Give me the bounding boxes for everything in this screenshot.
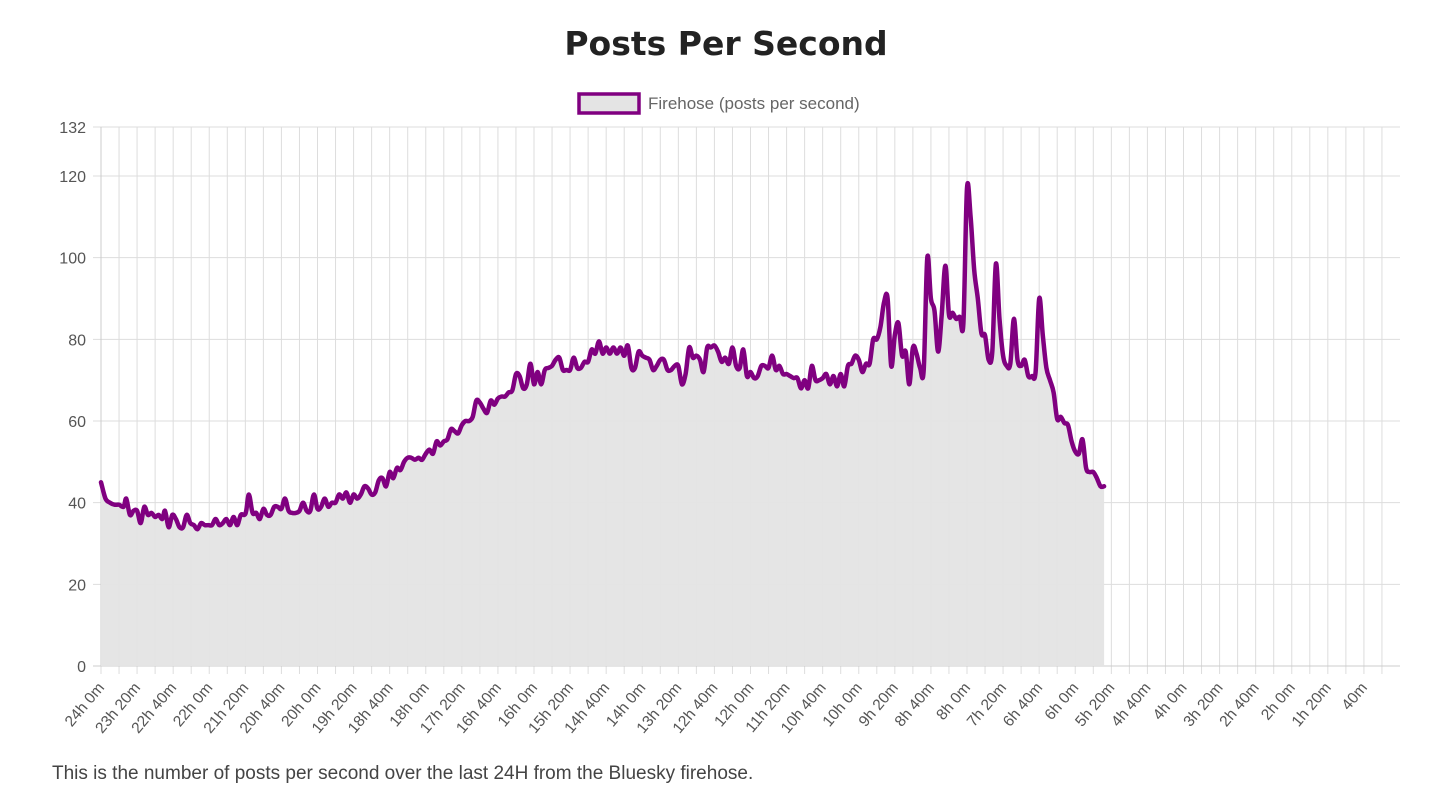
x-tick-label: 40m xyxy=(1339,680,1371,714)
y-tick-label: 80 xyxy=(68,332,86,349)
y-tick-label: 120 xyxy=(59,169,86,186)
x-tick-label: 6h 40m xyxy=(1000,680,1046,731)
y-tick-label: 100 xyxy=(59,251,86,268)
y-tick-label: 132 xyxy=(59,120,86,137)
series-line-firehose[interactable] xyxy=(98,180,1107,532)
posts-per-second-chart: Firehose (posts per second) 0 20 40 60 80 100… xyxy=(59,92,1400,737)
y-tick-label: 60 xyxy=(68,414,86,431)
y-tick-label: 0 xyxy=(77,659,86,676)
chart-legend[interactable]: Firehose (posts per second) xyxy=(577,92,860,115)
chart-caption: This is the number of posts per second o… xyxy=(52,763,754,784)
x-tick-label: 8h 40m xyxy=(892,680,938,731)
chart-title: Posts Per Second xyxy=(564,24,888,63)
x-tick-label: 2h 40m xyxy=(1216,680,1262,731)
x-tick-label: 4h 40m xyxy=(1108,680,1154,731)
legend-label: Firehose (posts per second) xyxy=(648,94,860,113)
y-tick-label: 20 xyxy=(68,577,86,594)
legend-swatch xyxy=(577,92,641,115)
x-tick-label: 1h 20m xyxy=(1289,680,1335,731)
y-tick-label: 40 xyxy=(68,496,86,513)
series-area-fill xyxy=(101,183,1105,666)
